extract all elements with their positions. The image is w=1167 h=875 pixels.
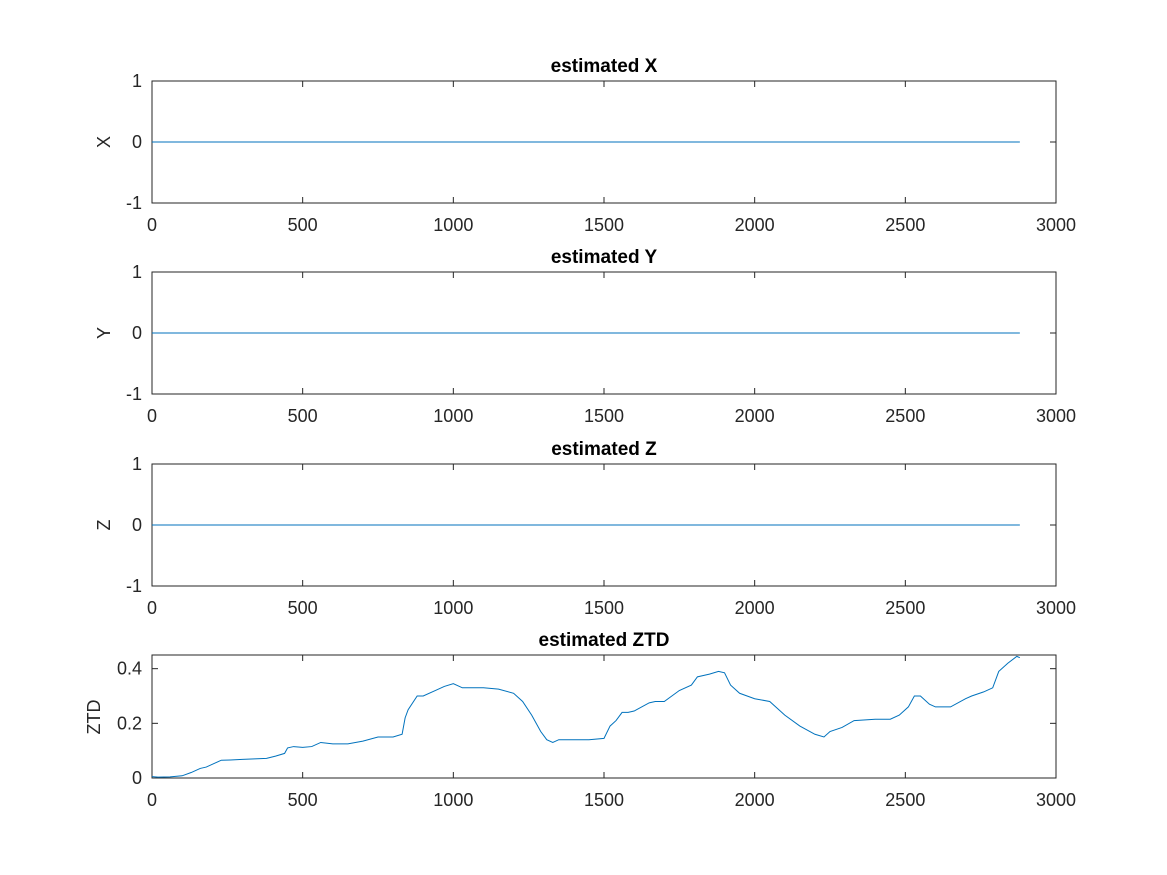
y-tick-label: -1 xyxy=(126,576,142,596)
y-axis-label: Y xyxy=(94,327,114,339)
x-tick-label: 500 xyxy=(288,215,318,235)
y-tick-label: 1 xyxy=(132,262,142,282)
x-tick-label: 2000 xyxy=(735,215,775,235)
y-tick-label: 0 xyxy=(132,323,142,343)
y-tick-label: 0 xyxy=(132,132,142,152)
x-tick-label: 3000 xyxy=(1036,598,1076,618)
y-tick-label: 0 xyxy=(132,768,142,788)
chart-title: estimated Z xyxy=(551,439,657,460)
x-tick-label: 1500 xyxy=(584,598,624,618)
x-tick-label: 1500 xyxy=(584,215,624,235)
x-tick-label: 3000 xyxy=(1036,406,1076,426)
subplot-ztd: estimated ZTD ZTD 0 500 1000 1500 2000 2500 30… xyxy=(84,630,1076,810)
x-tick-label: 1500 xyxy=(584,406,624,426)
y-tick-label: 1 xyxy=(132,71,142,91)
y-tick-label: 0.4 xyxy=(117,659,142,679)
x-tick-label: 0 xyxy=(147,215,157,235)
chart-title: estimated ZTD xyxy=(539,630,670,651)
chart-title: estimated X xyxy=(551,56,658,77)
x-tick-label: 500 xyxy=(288,598,318,618)
subplot-y: estimated Y Y 0 500 1000 1500 2000 2500 3000 -1… xyxy=(94,247,1076,426)
y-axis-label: ZTD xyxy=(84,700,104,735)
x-tick-label: 0 xyxy=(147,790,157,810)
plot-area: 0 500 1000 1500 2000 2500 3000-101 xyxy=(126,71,1076,235)
x-tick-label: 2000 xyxy=(735,598,775,618)
chart-title: estimated Y xyxy=(551,247,658,268)
y-axis-label: X xyxy=(94,136,114,148)
series-line xyxy=(151,655,1021,778)
x-tick-label: 2500 xyxy=(885,406,925,426)
y-tick-label: 0 xyxy=(132,515,142,535)
x-tick-label: 1000 xyxy=(433,215,473,235)
x-tick-label: 2500 xyxy=(885,215,925,235)
x-tick-label: 1500 xyxy=(584,790,624,810)
subplot-z: estimated Z Z 0 500 1000 1500 2000 2500 3000 -1… xyxy=(94,439,1076,618)
x-tick-label: 2000 xyxy=(735,406,775,426)
x-tick-label: 2000 xyxy=(735,790,775,810)
x-tick-label: 500 xyxy=(288,790,318,810)
y-tick-label: 1 xyxy=(132,454,142,474)
x-tick-label: 3000 xyxy=(1036,215,1076,235)
x-tick-label: 0 xyxy=(147,598,157,618)
plot-area: 0 500 1000 1500 2000 2500 3000 0 0.2 0.4 xyxy=(117,654,1076,810)
x-tick-label: 2500 xyxy=(885,790,925,810)
plot-area: 0 500 1000 1500 2000 2500 3000-101 xyxy=(126,262,1076,426)
y-tick-label: -1 xyxy=(126,384,142,404)
x-tick-label: 2500 xyxy=(885,598,925,618)
subplot-x: estimated X X 0 500 1000 1500 2000 2500 3000 -1… xyxy=(94,56,1076,235)
x-tick-label: 0 xyxy=(147,406,157,426)
x-tick-label: 1000 xyxy=(433,406,473,426)
y-tick-label: -1 xyxy=(126,193,142,213)
x-tick-label: 3000 xyxy=(1036,790,1076,810)
x-tick-label: 1000 xyxy=(433,790,473,810)
x-tick-label: 500 xyxy=(288,406,318,426)
x-tick-label: 1000 xyxy=(433,598,473,618)
plot-area: 0 500 1000 1500 2000 2500 3000-101 xyxy=(126,454,1076,618)
y-axis-label: Z xyxy=(94,520,114,531)
y-tick-label: 0.2 xyxy=(117,713,142,733)
